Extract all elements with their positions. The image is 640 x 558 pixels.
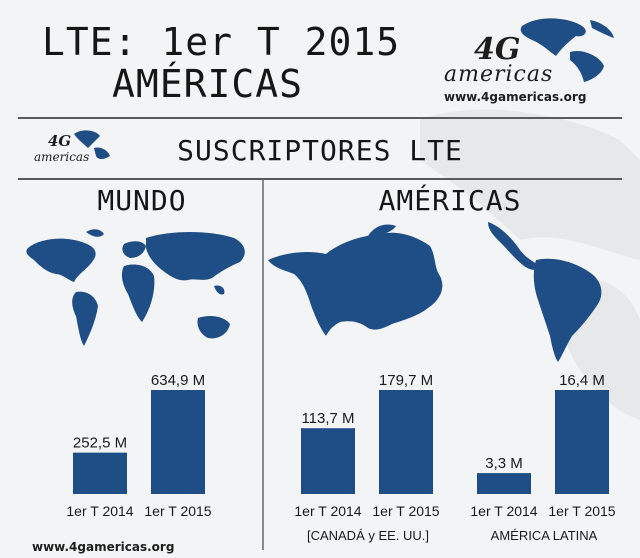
americas-small-globe-icon bbox=[74, 130, 110, 159]
footer-url: www.4gamericas.org bbox=[32, 540, 175, 554]
small-logo-4g-text: 4G bbox=[48, 132, 72, 150]
bar-value-label: 16,4 M bbox=[559, 372, 605, 389]
world-map bbox=[26, 229, 245, 346]
bar-value-label: 179,7 M bbox=[379, 372, 433, 389]
chart-latin-america: 3,3 M 1er T 2014 16,4 M 1er T 2015 bbox=[470, 372, 615, 519]
bar-q1-2014 bbox=[301, 428, 355, 494]
brand-logo: 4G americas www.4gamericas.org bbox=[440, 12, 620, 104]
small-logo-word-text: americas bbox=[34, 150, 90, 164]
bar-q1-2015 bbox=[151, 390, 205, 494]
panel-title-americas: AMÉRICAS bbox=[378, 184, 522, 217]
x-tick-label: 1er T 2014 bbox=[294, 503, 361, 519]
panel-divider bbox=[262, 180, 264, 550]
bar-q1-2014 bbox=[477, 473, 531, 494]
chart-world: 252,5 M 1er T 2014 634,9 M 1er T 2015 bbox=[66, 372, 211, 519]
x-tick-label: 1er T 2014 bbox=[66, 503, 133, 519]
logo-url-text: www.4gamericas.org bbox=[444, 90, 587, 104]
group-label-latin-america: AMÉRICA LATINA bbox=[490, 528, 598, 543]
panel-title-world: MUNDO bbox=[97, 184, 187, 217]
bar-q1-2014 bbox=[73, 452, 127, 494]
x-tick-label: 1er T 2015 bbox=[144, 503, 211, 519]
chart-canada-usa: 113,7 M 1er T 2014 179,7 M 1er T 2015 bbox=[294, 372, 439, 519]
x-tick-label: 1er T 2015 bbox=[548, 503, 615, 519]
bar-value-label: 634,9 M bbox=[151, 372, 205, 389]
section-title: SUSCRIPTORES LTE bbox=[177, 134, 463, 167]
americas-globe-icon bbox=[520, 18, 614, 82]
x-tick-label: 1er T 2015 bbox=[372, 503, 439, 519]
section-divider bbox=[18, 178, 622, 180]
bar-value-label: 3,3 M bbox=[485, 455, 523, 472]
small-brand-logo: 4G americas bbox=[34, 128, 114, 172]
logo-word-text: americas bbox=[444, 62, 554, 87]
bar-value-label: 113,7 M bbox=[301, 410, 354, 427]
logo-4g-text: 4G bbox=[474, 32, 521, 67]
x-tick-label: 1er T 2014 bbox=[470, 503, 537, 519]
americas-map bbox=[268, 222, 602, 362]
page-title-line2: AMÉRICAS bbox=[112, 62, 304, 106]
page-title-line1: LTE: 1er T 2015 bbox=[42, 20, 401, 64]
bar-q1-2015 bbox=[555, 390, 609, 494]
header-divider bbox=[18, 117, 622, 119]
bar-value-label: 252,5 M bbox=[73, 435, 127, 452]
group-label-canada-usa: [CANADÁ y EE. UU.] bbox=[306, 528, 430, 543]
bar-q1-2015 bbox=[379, 390, 433, 494]
